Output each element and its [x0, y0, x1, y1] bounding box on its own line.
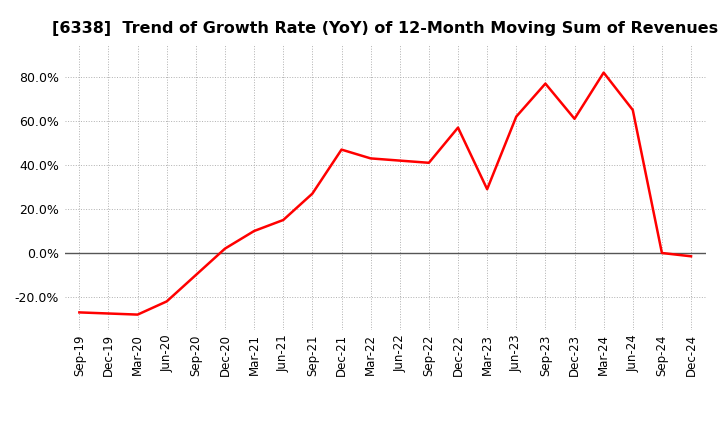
Title: [6338]  Trend of Growth Rate (YoY) of 12-Month Moving Sum of Revenues: [6338] Trend of Growth Rate (YoY) of 12-…	[52, 21, 719, 36]
